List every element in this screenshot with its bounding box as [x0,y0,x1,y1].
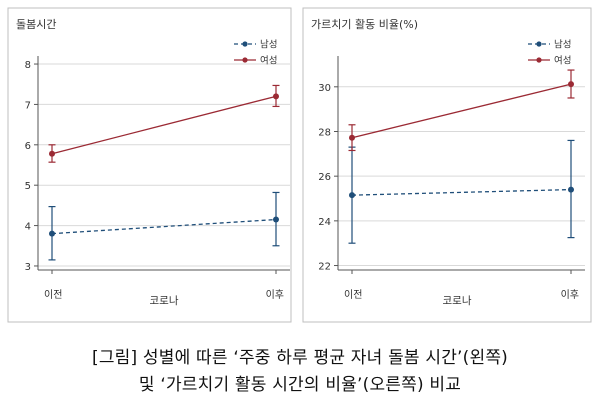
legend-label: 남성 [260,40,277,51]
data-point [273,93,279,100]
y-tick-label: 22 [318,262,331,273]
y-tick-label: 24 [318,217,331,228]
chart-title: 가르치기 활동 비율(%) [311,17,418,31]
legend-marker [242,57,248,63]
y-tick-label: 6 [25,141,31,152]
series-line [351,188,572,196]
x-tick-label: 이전 [44,289,62,301]
series-line [351,83,572,139]
legend-label: 남성 [554,40,571,51]
data-point [349,192,355,199]
data-point [568,81,574,88]
legend-marker [242,41,248,47]
x-axis-label: 코로나 [443,295,472,307]
data-point [349,134,355,141]
y-tick-label: 3 [25,262,31,273]
legend-label: 여성 [554,55,571,67]
legend-marker [536,41,542,47]
panel-frame [302,7,592,323]
x-axis-label: 코로나 [150,295,179,307]
data-point [568,186,574,193]
data-point [273,216,279,223]
x-tick-label: 이후 [561,289,579,301]
caption-line-1: [그림] 성별에 따른 ‘주중 하루 평균 자녀 돌봄 시간’(왼쪽) [91,348,508,368]
y-tick-label: 28 [318,127,331,138]
series-line [51,95,277,155]
y-tick-label: 26 [318,172,331,183]
y-tick-label: 5 [25,181,31,192]
y-tick-label: 7 [25,100,31,111]
legend-marker [536,57,542,63]
y-tick-label: 8 [25,60,31,71]
panel-frame [7,7,292,323]
data-point [49,230,55,237]
legend-label: 여성 [260,55,277,67]
series-line [51,218,277,235]
data-point [49,150,55,157]
x-tick-label: 이후 [266,289,284,301]
y-tick-label: 4 [25,222,31,233]
caption-line-2: 및 ‘가르치기 활동 시간의 비율’(오른쪽) 비교 [138,375,462,395]
chart-title: 돌봄시간 [16,18,56,31]
x-tick-label: 이전 [344,289,362,301]
y-tick-label: 30 [318,83,331,94]
